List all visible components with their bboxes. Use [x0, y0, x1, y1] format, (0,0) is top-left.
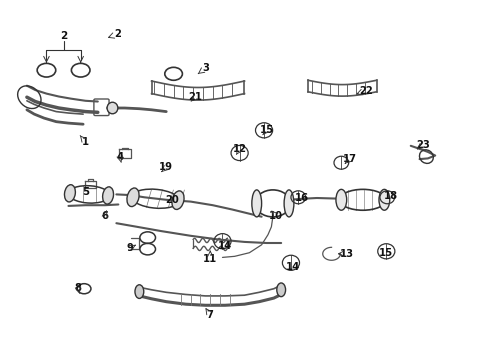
Ellipse shape: [64, 185, 75, 202]
Ellipse shape: [378, 189, 389, 210]
Text: 9: 9: [126, 243, 133, 253]
Text: 11: 11: [203, 254, 217, 264]
Ellipse shape: [276, 283, 285, 297]
Text: 14: 14: [217, 240, 232, 251]
Text: 10: 10: [269, 211, 283, 221]
Text: 8: 8: [75, 283, 81, 293]
Text: 3: 3: [202, 63, 208, 73]
Ellipse shape: [135, 285, 143, 298]
Ellipse shape: [107, 102, 118, 114]
Text: 13: 13: [340, 249, 353, 259]
Text: 2: 2: [60, 31, 67, 41]
Ellipse shape: [335, 189, 346, 210]
Ellipse shape: [284, 190, 293, 217]
Ellipse shape: [172, 191, 183, 210]
Text: 16: 16: [295, 193, 308, 203]
Text: 7: 7: [206, 310, 213, 320]
Text: 4: 4: [116, 152, 123, 162]
Text: 6: 6: [102, 211, 108, 221]
Text: 22: 22: [358, 86, 372, 96]
Text: 19: 19: [159, 162, 173, 172]
Text: 17: 17: [342, 154, 356, 164]
Ellipse shape: [102, 187, 113, 204]
Text: 1: 1: [82, 137, 89, 147]
Text: 18: 18: [384, 191, 397, 201]
Text: 2: 2: [114, 29, 121, 39]
Text: 23: 23: [415, 140, 429, 150]
Text: 21: 21: [188, 92, 202, 102]
Text: 20: 20: [165, 195, 179, 205]
Text: 12: 12: [232, 144, 246, 154]
Text: 15: 15: [379, 248, 392, 258]
Ellipse shape: [251, 190, 261, 217]
Text: 14: 14: [285, 262, 300, 272]
Ellipse shape: [127, 188, 139, 207]
Text: 5: 5: [82, 186, 89, 197]
Text: 15: 15: [259, 125, 273, 135]
